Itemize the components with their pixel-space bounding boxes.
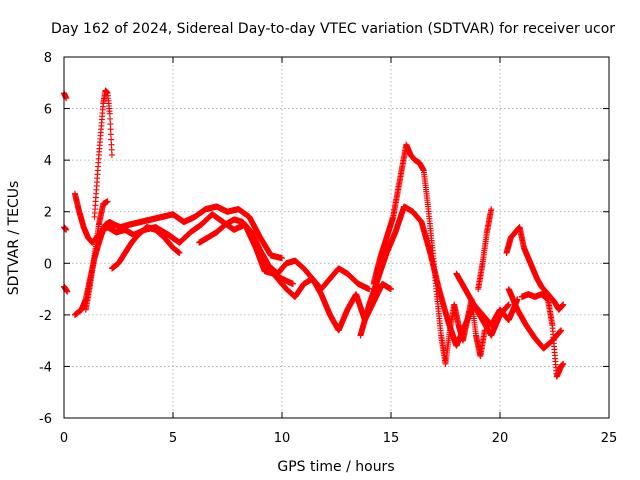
series-arc-16 <box>518 291 567 380</box>
x-tick-label: 5 <box>169 431 177 446</box>
data-point <box>107 131 114 138</box>
data-point <box>108 136 115 143</box>
y-tick-label: -4 <box>39 360 52 375</box>
data-point <box>488 206 495 213</box>
series-arc-7 <box>108 224 183 272</box>
data-point <box>505 301 512 308</box>
data-point <box>108 151 115 158</box>
data-point <box>176 249 183 256</box>
data-point <box>64 288 71 295</box>
series-arc-14 <box>503 224 567 313</box>
data-point <box>107 126 114 133</box>
series-arc-17 <box>453 270 521 329</box>
series-arc-6 <box>91 87 115 220</box>
data-point <box>279 255 285 262</box>
data-point <box>560 360 567 367</box>
series-arc-2 <box>61 224 70 233</box>
data-point <box>558 327 565 334</box>
data-point <box>106 110 113 117</box>
data-point <box>560 301 567 308</box>
y-tick-label: 4 <box>44 154 52 169</box>
series-arc-5 <box>71 211 296 318</box>
data-point <box>107 121 114 128</box>
series-arc-10 <box>257 252 394 334</box>
series-arc-13 <box>475 206 495 293</box>
data-points <box>61 87 567 380</box>
y-tick-label: 8 <box>44 51 52 66</box>
y-tick-label: 6 <box>44 103 52 118</box>
data-point <box>107 115 114 122</box>
y-tick-label: -6 <box>39 412 52 427</box>
data-point <box>108 146 115 153</box>
series-arc-15 <box>505 286 565 352</box>
data-point <box>388 286 394 293</box>
data-point <box>366 286 373 293</box>
grid <box>64 57 609 418</box>
x-tick-label: 0 <box>60 431 68 446</box>
data-point <box>289 280 296 287</box>
chart-title: Day 162 of 2024, Sidereal Day-to-day VTE… <box>51 21 615 37</box>
series-arc-8 <box>82 198 111 313</box>
x-tick-label: 20 <box>492 431 509 446</box>
x-tick-label: 25 <box>601 431 618 446</box>
x-tick-label: 15 <box>383 431 400 446</box>
y-tick-label: -2 <box>39 309 52 324</box>
x-tick-label: 10 <box>274 431 291 446</box>
data-point <box>104 198 111 205</box>
y-tick-label: 2 <box>44 206 52 221</box>
data-point <box>108 141 115 148</box>
series-arc-1 <box>61 90 70 102</box>
y-tick-label: 0 <box>44 257 52 272</box>
series-arc-3 <box>61 283 71 295</box>
